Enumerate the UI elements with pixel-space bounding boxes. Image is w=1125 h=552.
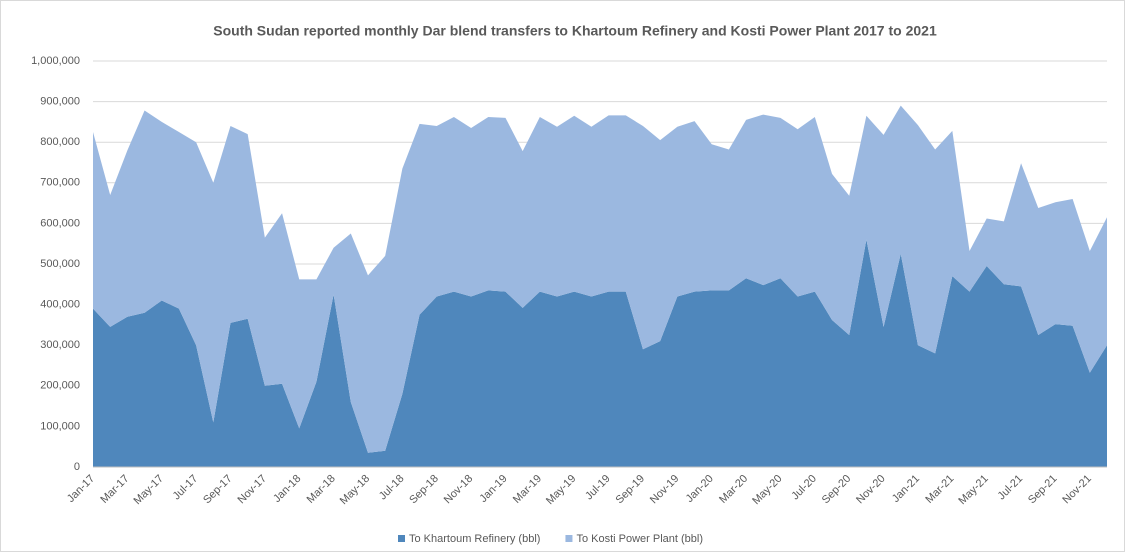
y-tick-label: 700,000 [40, 177, 80, 189]
legend-label: To Kosti Power Plant (bbl) [576, 533, 703, 545]
y-tick-label: 900,000 [40, 96, 80, 108]
y-tick-label: 200,000 [40, 380, 80, 392]
area [93, 105, 1107, 453]
legend-label: To Khartoum Refinery (bbl) [409, 533, 540, 545]
legend-swatch [565, 535, 573, 542]
y-tick-label: 100,000 [40, 420, 80, 432]
y-tick-label: 500,000 [40, 258, 80, 270]
chart-title: South Sudan reported monthly Dar blend t… [213, 23, 937, 39]
y-tick-label: 1,000,000 [31, 55, 80, 67]
y-tick-label: 400,000 [40, 299, 80, 311]
y-tick-label: 800,000 [40, 136, 80, 148]
y-tick-label: 600,000 [40, 217, 80, 229]
y-tick-label: 300,000 [40, 339, 80, 351]
legend-swatch [398, 535, 405, 542]
area [93, 239, 1107, 467]
y-tick-label: 0 [74, 461, 80, 473]
